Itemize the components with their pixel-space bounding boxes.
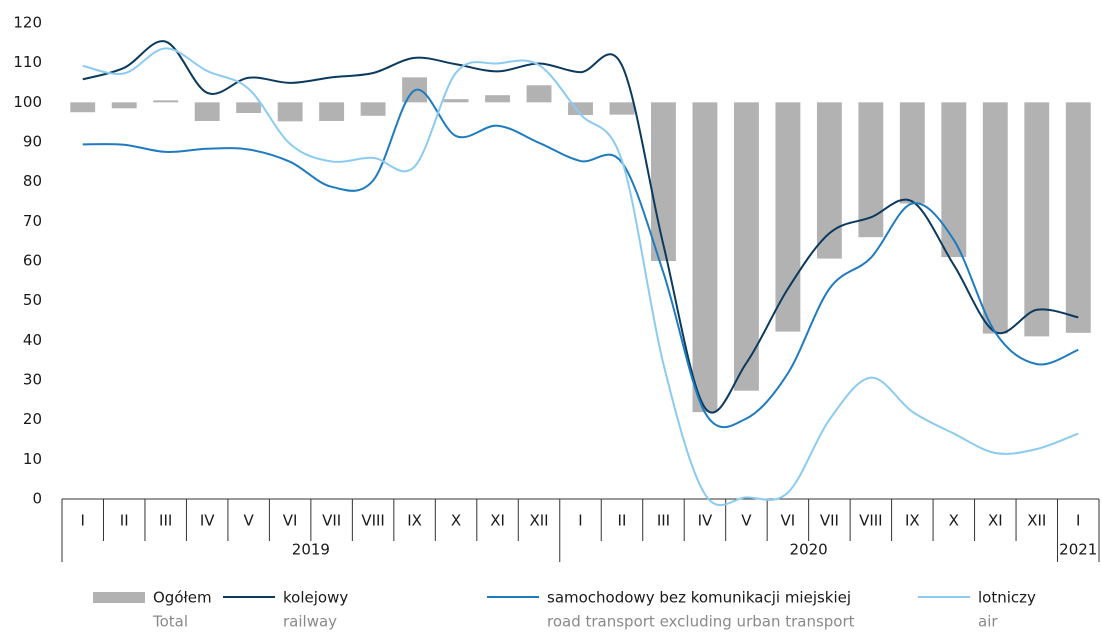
x-tick-label: II (120, 512, 129, 530)
bar (1065, 102, 1091, 333)
year-label: 2021 (1059, 541, 1097, 559)
bar (485, 95, 510, 103)
bar (319, 102, 345, 121)
x-tick-label: VI (283, 512, 298, 530)
x-tick-label: VIII (361, 512, 385, 530)
bar (858, 102, 884, 238)
bar (609, 102, 635, 115)
bar (360, 102, 386, 116)
y-tick-label: 80 (23, 172, 42, 190)
x-tick-label: V (244, 512, 255, 530)
bar (816, 102, 842, 259)
x-tick-label: XI (490, 512, 505, 530)
legend-label: lotniczy (978, 589, 1036, 607)
bar (1024, 102, 1050, 337)
legend-sublabel: railway (283, 613, 337, 631)
y-tick-label: 90 (23, 133, 42, 151)
y-tick-label: 30 (23, 371, 42, 389)
x-tick-label: X (451, 512, 461, 530)
bar (153, 100, 179, 103)
bar (692, 102, 718, 413)
bar (277, 102, 303, 122)
bar (194, 102, 220, 121)
legend-sublabel: air (978, 613, 998, 631)
year-label: 2020 (790, 541, 828, 559)
x-tick-label: VII (820, 512, 839, 530)
x-tick-label: VI (781, 512, 796, 530)
x-tick-label: VII (322, 512, 341, 530)
legend-label: samochodowy bez komunikacji miejskiej (547, 589, 851, 607)
x-tick-label: XII (1027, 512, 1046, 530)
bar (651, 102, 676, 261)
line (82, 40, 1079, 414)
legend-label: Ogółem (153, 589, 212, 607)
y-tick-label: 10 (23, 450, 42, 468)
bar (982, 102, 1008, 334)
bar (111, 102, 137, 109)
y-tick-label: 60 (23, 252, 42, 270)
x-tick-label: IV (698, 512, 713, 530)
legend-swatch (93, 592, 145, 603)
x-tick-label: VIII (859, 512, 883, 530)
x-tick-label: XI (988, 512, 1003, 530)
x-tick-label: I (1076, 512, 1080, 530)
x-tick-label: XII (529, 512, 548, 530)
y-tick-label: 110 (13, 53, 42, 71)
x-tick-label: II (618, 512, 627, 530)
x-tick-label: X (949, 512, 959, 530)
bar (775, 102, 801, 332)
bar (733, 102, 759, 391)
x-tick-label: III (159, 512, 172, 530)
x-tick-label: IX (905, 512, 920, 530)
bar (443, 99, 469, 103)
y-tick-label: 20 (23, 410, 42, 428)
line (82, 88, 1079, 429)
y-tick-label: 120 (13, 14, 42, 32)
x-tick-label: I (578, 512, 582, 530)
bar (899, 102, 925, 204)
bar (526, 85, 552, 103)
legend-sublabel: road transport excluding urban transport (547, 613, 855, 631)
x-tick-label: IX (407, 512, 422, 530)
legend-sublabel: Total (152, 613, 188, 631)
bar (70, 102, 96, 113)
y-tick-label: 100 (13, 93, 42, 111)
x-tick-label: III (657, 512, 670, 530)
line (82, 47, 1079, 507)
y-tick-label: 70 (23, 212, 42, 230)
y-tick-label: 0 (32, 490, 42, 508)
x-tick-label: I (81, 512, 85, 530)
bar (236, 102, 262, 114)
bar (941, 102, 967, 258)
x-tick-label: IV (200, 512, 215, 530)
x-tick-label: V (741, 512, 752, 530)
y-tick-label: 50 (23, 291, 42, 309)
year-label: 2019 (292, 541, 330, 559)
y-tick-label: 40 (23, 331, 42, 349)
legend-label: kolejowy (283, 589, 348, 607)
